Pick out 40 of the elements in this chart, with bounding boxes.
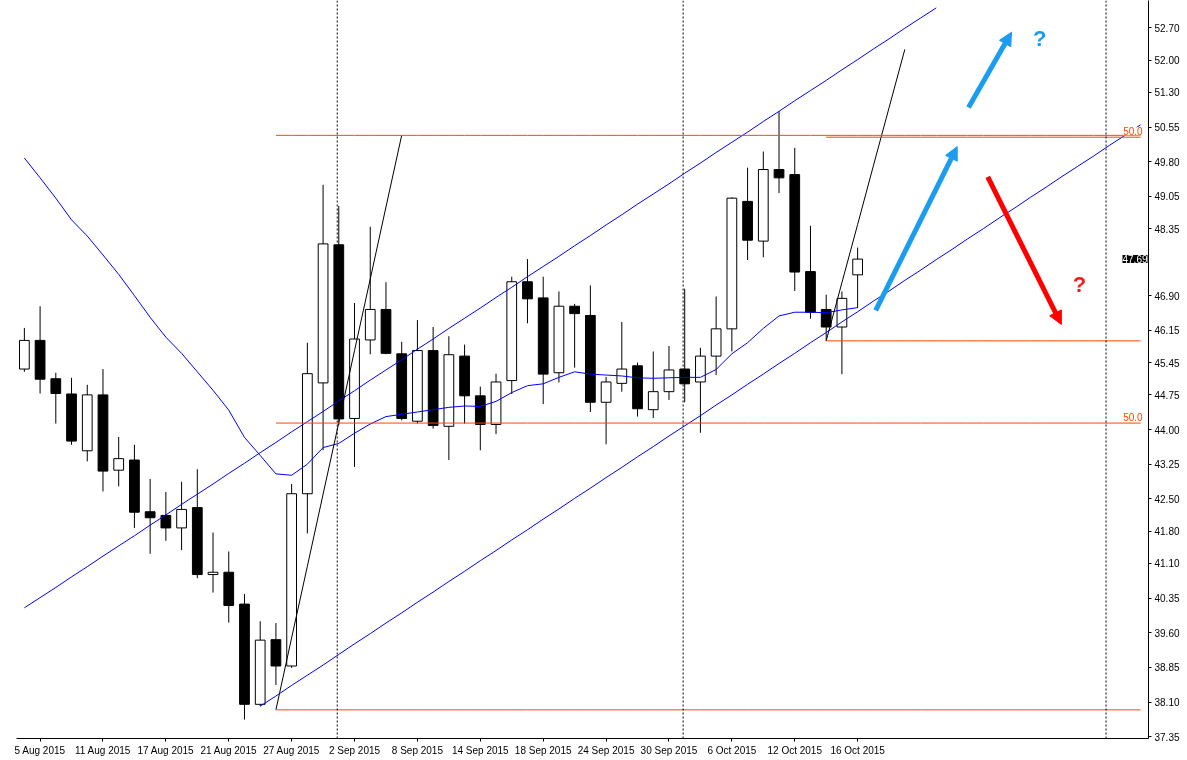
x-tick-label: 27 Aug 2015 — [263, 744, 320, 756]
x-tick-label: 30 Sep 2015 — [640, 744, 698, 756]
y-tick-label: 51.30 — [1154, 87, 1180, 99]
x-tick-label: 12 Oct 2015 — [767, 744, 823, 756]
y-tick-label: 46.15 — [1154, 325, 1180, 337]
y-tick-label: 44.00 — [1154, 424, 1180, 436]
x-tick-label: 14 Sep 2015 — [451, 744, 510, 756]
y-tick-label: 43.25 — [1154, 459, 1180, 471]
y-tick-label: 49.80 — [1154, 156, 1180, 168]
y-tick-label: 50.55 — [1154, 122, 1180, 134]
x-tick-label: 18 Sep 2015 — [514, 744, 572, 756]
x-tick-label: 8 Sep 2015 — [391, 744, 444, 756]
y-tick-label: 42.50 — [1154, 493, 1180, 505]
x-tick-label: 24 Sep 2015 — [577, 744, 635, 756]
x-tick-label: 11 Aug 2015 — [74, 744, 131, 756]
y-tick-label: 38.10 — [1154, 697, 1180, 709]
annotation: ? — [1033, 25, 1047, 51]
x-tick-label: 17 Aug 2015 — [137, 744, 195, 756]
y-tick-label: 46.90 — [1154, 290, 1180, 302]
x-tick-label: 6 Oct 2015 — [707, 744, 757, 756]
y-tick-label: 40.35 — [1154, 593, 1180, 605]
y-tick-label: 41.80 — [1154, 526, 1180, 538]
y-tick-label: 39.60 — [1154, 627, 1180, 639]
y-tick-label: 52.00 — [1154, 55, 1180, 67]
x-tick-label: 2 Sep 2015 — [328, 744, 381, 756]
annotation: 47.69 — [1122, 254, 1148, 266]
series-label: 50.0 — [1123, 126, 1144, 138]
y-tick-label: 49.05 — [1154, 191, 1180, 203]
x-tick-label: 16 Oct 2015 — [830, 744, 886, 756]
x-tick-label: 5 Aug 2015 — [14, 744, 66, 756]
series-label: 50.0 — [1123, 412, 1144, 424]
y-tick-label: 52.70 — [1154, 22, 1180, 34]
y-tick-label: 38.85 — [1154, 662, 1180, 674]
y-tick-label: 41.10 — [1154, 558, 1180, 570]
annotation: ? — [1072, 272, 1087, 298]
y-tick-label: 44.75 — [1154, 389, 1180, 401]
y-tick-label: 37.35 — [1154, 731, 1180, 743]
y-tick-label: 48.35 — [1154, 223, 1180, 235]
y-tick-label: 45.45 — [1154, 357, 1180, 369]
x-tick-label: 21 Aug 2015 — [200, 744, 257, 756]
